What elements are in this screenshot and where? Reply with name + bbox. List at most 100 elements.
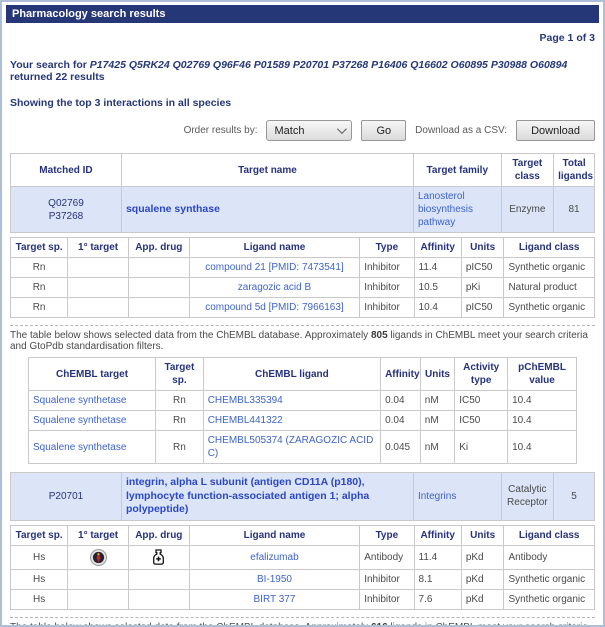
col-target-family: Target family bbox=[412, 153, 502, 187]
species-cell: Hs bbox=[9, 588, 69, 610]
interaction-row: Rn compound 21 [PMID: 7473541] Inhibitor… bbox=[9, 257, 595, 278]
ligand-link[interactable]: BIRT 377 bbox=[253, 593, 296, 605]
type-cell: Inhibitor bbox=[359, 568, 415, 590]
col-chembl-ligand: ChEMBL ligand bbox=[202, 357, 382, 391]
col-app-drug: App. drug bbox=[127, 524, 190, 546]
col-affinity: Affinity bbox=[413, 524, 462, 546]
target-table-header-row: Matched ID Target name Target family Tar… bbox=[10, 153, 595, 187]
col-units: Units bbox=[460, 237, 505, 258]
col-target-sp: Target sp. bbox=[9, 237, 69, 258]
search-summary-prefix: Your search for bbox=[10, 59, 87, 71]
primary-target-cell bbox=[67, 588, 129, 610]
type-cell: Inhibitor bbox=[359, 588, 415, 610]
chembl-note-suffix: ligands in ChEMBL meet your search crite… bbox=[10, 330, 588, 352]
matched-ids: Q02769 P37268 bbox=[10, 186, 122, 233]
ligand-class-cell: Synthetic organic bbox=[503, 568, 595, 590]
species-cell: Hs bbox=[9, 544, 69, 570]
col-target-sp: Target sp. bbox=[9, 524, 69, 546]
interactions-header-row: Target sp. 1° target App. drug Ligand na… bbox=[9, 524, 595, 546]
col-app-drug: App. drug bbox=[127, 237, 190, 258]
target-name-link[interactable]: integrin, alpha L subunit (antigen CD11A… bbox=[125, 476, 370, 516]
ligand-link[interactable]: efalizumab bbox=[250, 551, 299, 563]
order-results-selected-value: Match bbox=[274, 124, 305, 137]
affinity-cell: 10.4 bbox=[413, 297, 462, 318]
interactions-table-1: Target sp. 1° target App. drug Ligand na… bbox=[9, 237, 595, 318]
order-results-label: Order results by: bbox=[183, 125, 258, 136]
col-pchembl-value: pChEMBL value bbox=[507, 357, 577, 391]
affinity-cell: 7.6 bbox=[413, 588, 462, 610]
chembl-row: Squalene synthetase Rn CHEMBL335394 0.04… bbox=[27, 390, 577, 411]
go-button[interactable]: Go bbox=[361, 120, 407, 141]
chembl-note: The table below shows selected data from… bbox=[10, 622, 595, 625]
interactions-table-2: Target sp. 1° target App. drug Ligand na… bbox=[9, 524, 595, 610]
pchembl-cell: 10.4 bbox=[507, 390, 577, 411]
affinity-cell: 0.04 bbox=[380, 410, 421, 431]
total-ligands: 5 bbox=[553, 472, 595, 521]
col-target-class: Target class bbox=[500, 153, 555, 187]
col-ligand-name: Ligand name bbox=[188, 237, 361, 258]
col-matched-id: Matched ID bbox=[10, 153, 122, 187]
target-summary-table-1: Matched ID Target name Target family Tar… bbox=[10, 153, 595, 233]
affinity-cell: 0.04 bbox=[380, 390, 421, 411]
matched-id: P20701 bbox=[48, 490, 84, 502]
col-target-sp: Target sp. bbox=[155, 357, 204, 391]
chembl-ligand-link[interactable]: CHEMBL335394 bbox=[207, 395, 283, 406]
affinity-cell: 8.1 bbox=[413, 568, 462, 590]
ligand-link[interactable]: compound 21 [PMID: 7473541] bbox=[205, 262, 344, 273]
app-drug-cell bbox=[127, 277, 190, 298]
units-cell: nM bbox=[419, 410, 456, 431]
col-ligand-class: Ligand class bbox=[503, 524, 595, 546]
search-accessions: P17425 Q5RK24 Q02769 Q96F46 P01589 P2070… bbox=[89, 59, 568, 71]
page-indicator: Page 1 of 3 bbox=[539, 32, 595, 44]
interaction-row: Hs bbox=[9, 544, 595, 570]
order-results-select[interactable]: Match bbox=[266, 120, 353, 141]
species-cell: Hs bbox=[9, 568, 69, 590]
chembl-ligand-link[interactable]: CHEMBL441322 bbox=[207, 415, 283, 426]
interaction-row: Rn compound 5d [PMID: 7966163] Inhibitor… bbox=[9, 297, 595, 318]
col-primary-target: 1° target bbox=[67, 524, 129, 546]
chembl-section-1: The table below shows selected data from… bbox=[10, 325, 595, 464]
target-family-link[interactable]: Lanosterol biosynthesis pathway bbox=[417, 191, 473, 228]
col-chembl-target: ChEMBL target bbox=[27, 357, 157, 391]
col-units: Units bbox=[460, 524, 505, 546]
pchembl-cell: 10.4 bbox=[507, 430, 577, 464]
col-affinity: Affinity bbox=[380, 357, 421, 391]
search-summary-suffix: returned 22 results bbox=[10, 71, 105, 83]
matched-id: Q02769 bbox=[48, 197, 84, 209]
chembl-section-2: The table below shows selected data from… bbox=[10, 616, 595, 625]
units-cell: pKd bbox=[460, 568, 505, 590]
target-row: P20701 integrin, alpha L subunit (antige… bbox=[10, 472, 595, 521]
chembl-target-link[interactable]: Squalene synthetase bbox=[33, 441, 127, 453]
col-type: Type bbox=[359, 237, 415, 258]
activity-type-cell: IC50 bbox=[454, 390, 509, 411]
ligand-link[interactable]: compound 5d [PMID: 7966163] bbox=[205, 302, 344, 313]
target-name-link[interactable]: squalene synthase bbox=[125, 202, 220, 215]
units-cell: pIC50 bbox=[460, 257, 505, 278]
download-csv-label: Download as a CSV: bbox=[415, 125, 508, 136]
type-cell: Inhibitor bbox=[359, 277, 415, 298]
chembl-target-link[interactable]: Squalene synthetase bbox=[33, 415, 127, 426]
ligand-link[interactable]: zaragozic acid B bbox=[237, 282, 312, 293]
chembl-ligand-count: 805 bbox=[370, 330, 388, 341]
primary-target-cell bbox=[67, 297, 129, 318]
app-drug-cell bbox=[127, 297, 190, 318]
type-cell: Inhibitor bbox=[359, 257, 415, 278]
toolbar: Order results by: Match Go Download as a… bbox=[10, 120, 595, 141]
app-drug-cell bbox=[127, 257, 190, 278]
chembl-note-prefix: The table below shows selected data from… bbox=[10, 330, 369, 341]
ligand-link[interactable]: BI-1950 bbox=[256, 573, 292, 585]
affinity-cell: 0.045 bbox=[380, 430, 421, 464]
species-cell: Rn bbox=[155, 410, 204, 431]
target-family-link[interactable]: Integrins bbox=[417, 490, 457, 502]
app-drug-cell bbox=[127, 588, 190, 610]
chembl-header-row: ChEMBL target Target sp. ChEMBL ligand A… bbox=[27, 357, 577, 391]
chembl-target-link[interactable]: Squalene synthetase bbox=[33, 395, 127, 406]
affinity-cell: 10.5 bbox=[413, 277, 462, 298]
download-button[interactable]: Download bbox=[516, 120, 595, 141]
units-cell: pKd bbox=[460, 544, 505, 570]
chembl-row: Squalene synthetase Rn CHEMBL441322 0.04… bbox=[27, 410, 577, 431]
chembl-ligand-link[interactable]: CHEMBL505374 (ZARAGOZIC ACID C) bbox=[207, 435, 374, 459]
primary-target-cell bbox=[67, 277, 129, 298]
col-affinity: Affinity bbox=[413, 237, 462, 258]
showing-line: Showing the top 3 interactions in all sp… bbox=[10, 97, 232, 109]
